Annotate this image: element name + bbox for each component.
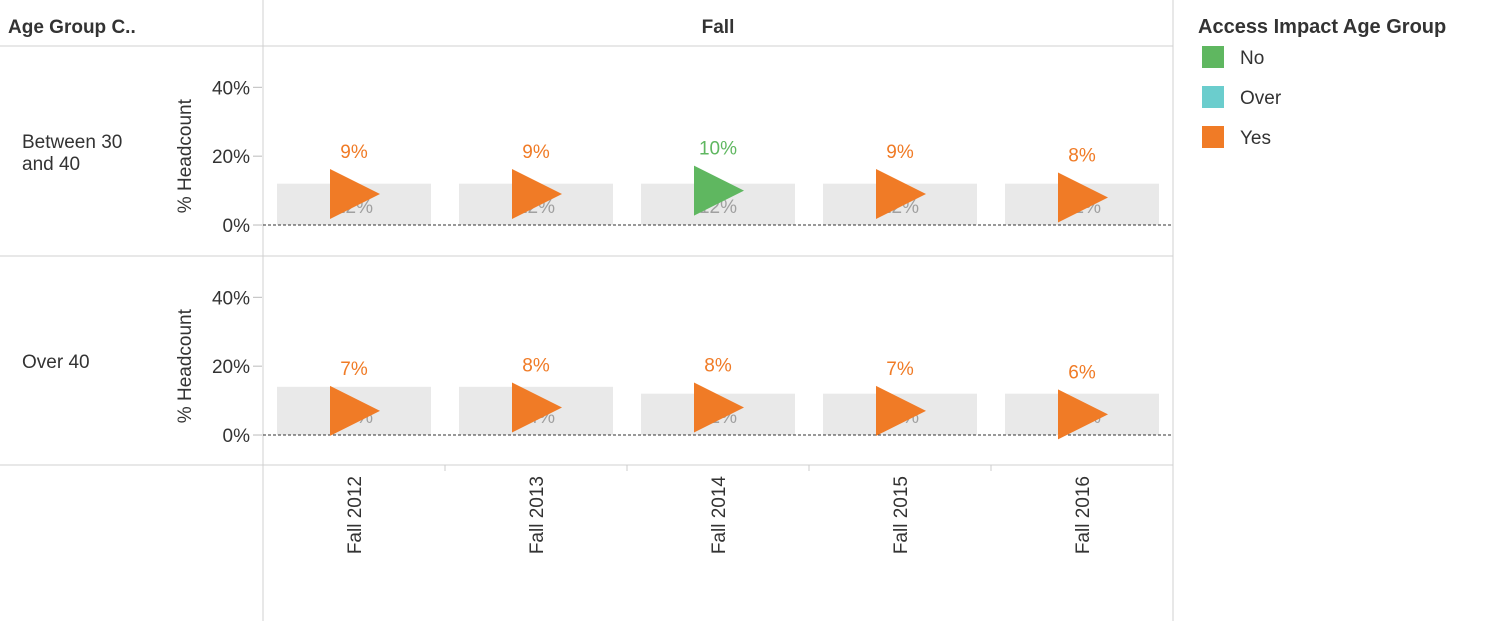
y-tick-label: 20% (212, 357, 250, 378)
y-tick-label: 20% (212, 147, 250, 168)
legend-swatch (1202, 86, 1224, 108)
marker (876, 169, 926, 220)
column-header: Fall (702, 17, 735, 38)
y-tick-label: 0% (223, 216, 251, 237)
legend-swatch (1202, 46, 1224, 68)
x-tick-label: Fall 2013 (527, 476, 548, 554)
marker-label: 8% (704, 355, 732, 376)
row-label: Over 40 (22, 352, 90, 373)
x-tick-label: Fall 2015 (891, 476, 912, 554)
y-tick-label: 0% (223, 426, 251, 447)
y-axis-title: % Headcount (175, 308, 196, 423)
legend-swatch (1202, 126, 1224, 148)
marker (1058, 172, 1108, 223)
marker-label: 9% (340, 142, 368, 163)
marker-label: 7% (340, 359, 368, 380)
marker (876, 385, 926, 436)
marker (330, 385, 380, 436)
x-tick-label: Fall 2014 (709, 476, 730, 555)
marker (330, 169, 380, 220)
row-label: Between 30 and 40 (22, 132, 122, 175)
marker-label: 9% (522, 142, 550, 163)
marker (1058, 389, 1108, 440)
marker-label: 9% (886, 142, 914, 163)
legend-label: Yes (1240, 128, 1271, 149)
y-tick-label: 40% (212, 78, 250, 99)
marker (512, 382, 562, 433)
legend-title: Access Impact Age Group (1198, 16, 1446, 38)
marker-label: 10% (699, 139, 737, 160)
marker-label: 8% (1068, 145, 1096, 166)
marker-label: 6% (1068, 362, 1096, 383)
row-label-line: and 40 (22, 154, 80, 175)
marker (694, 165, 744, 216)
y-axis-title: % Headcount (175, 98, 196, 213)
legend-label: No (1240, 48, 1264, 69)
x-tick-label: Fall 2016 (1073, 476, 1094, 554)
y-tick-label: 40% (212, 288, 250, 309)
marker (512, 169, 562, 220)
marker-label: 8% (522, 355, 550, 376)
marker-label: 7% (886, 359, 914, 380)
marker (694, 382, 744, 433)
row-header: Age Group C.. (8, 17, 136, 38)
legend-label: Over (1240, 88, 1282, 109)
row-label-line: Over 40 (22, 352, 90, 373)
row-label-line: Between 30 (22, 132, 122, 153)
x-tick-label: Fall 2012 (345, 476, 366, 554)
